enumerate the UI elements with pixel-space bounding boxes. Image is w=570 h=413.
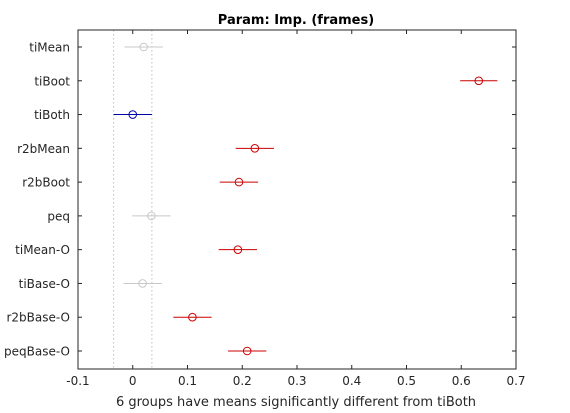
y-tick-label: tiMean-O	[15, 243, 70, 257]
x-tick-label: 0	[129, 374, 137, 388]
plot-area: -0.1 0 0.1 0.2 0.3 0.4 0.5 0.6 0.7 tiMean tiBoot ti…	[4, 29, 526, 388]
x-tick-label: 0.1	[178, 374, 197, 388]
x-axis-label: 6 groups have means significantly differ…	[116, 395, 476, 410]
y-tick-label: tiBase-O	[19, 277, 70, 291]
mean-marker-r2bBoot	[234, 177, 244, 187]
x-tick-label: 0.6	[452, 374, 471, 388]
y-tick-label: tiMean	[29, 41, 70, 55]
y-tick-label: r2bMean	[17, 142, 70, 156]
mean-marker-tiBase-O	[138, 279, 147, 288]
y-tick-label: r2bBoot	[22, 176, 70, 190]
mean-marker-tiMean-O	[233, 245, 243, 254]
x-tick-label: -0.1	[66, 374, 89, 388]
y-tick-label: peqBase-O	[4, 345, 70, 359]
y-tick-label: peq	[47, 209, 70, 223]
mean-marker-r2bMean	[250, 144, 260, 153]
y-tick-label: r2bBase-O	[6, 311, 70, 325]
mean-marker-peq	[147, 211, 156, 221]
mean-marker-peqBase-O	[242, 346, 252, 356]
y-tick-label: tiBoot	[34, 74, 70, 88]
x-tick-label: 0.5	[397, 374, 416, 388]
mean-marker-r2bBase-O	[188, 312, 197, 322]
mean-marker-tiBoot	[474, 76, 484, 86]
mean-marker-tiBoth	[128, 110, 138, 119]
chart-title: Param: Imp. (frames)	[218, 13, 374, 28]
y-tick-label: tiBoth	[34, 108, 70, 122]
x-tick-label: 0.2	[233, 374, 252, 388]
x-tick-label: 0.4	[342, 374, 361, 388]
mean-marker-tiMean	[139, 42, 148, 52]
x-tick-label: 0.3	[287, 374, 306, 388]
x-tick-label: 0.7	[506, 374, 525, 388]
